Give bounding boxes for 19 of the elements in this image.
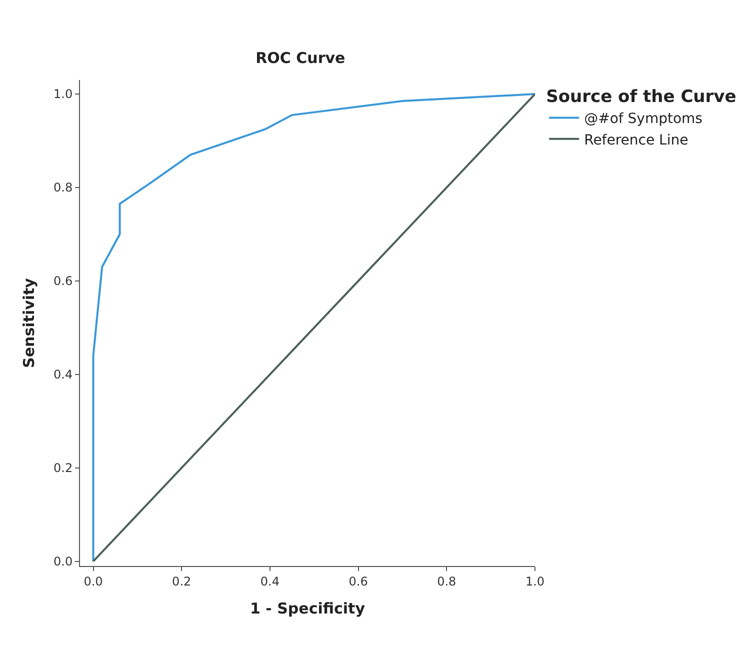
legend-title: Source of the Curve bbox=[546, 87, 736, 108]
x-tick-label: 0.0 bbox=[84, 574, 103, 588]
y-tick-label: 0.0 bbox=[54, 554, 73, 569]
x-tick-label: 0.2 bbox=[172, 574, 192, 588]
legend-label: Reference Line bbox=[584, 132, 688, 148]
y-tick-label: 0.6 bbox=[54, 274, 73, 288]
x-tick-label: 0.4 bbox=[260, 574, 280, 588]
y-axis-title: Sensitivity bbox=[20, 278, 38, 368]
y-tick-label: 0.8 bbox=[54, 180, 73, 195]
legend-label: @#of Symptoms bbox=[584, 111, 702, 128]
x-tick-label: 0.8 bbox=[437, 574, 456, 588]
chart-title: ROC Curve bbox=[256, 48, 346, 67]
y-tick-label: 0.4 bbox=[54, 368, 73, 382]
x-tick-label: 0.6 bbox=[348, 574, 368, 588]
x-tick-label: 1.0 bbox=[525, 574, 545, 588]
y-tick-label: 1.0 bbox=[54, 87, 73, 102]
y-tick-label: 0.2 bbox=[54, 461, 73, 476]
line-series bbox=[92, 93, 535, 562]
x-axis-title: 1 - Specificity bbox=[250, 599, 366, 618]
